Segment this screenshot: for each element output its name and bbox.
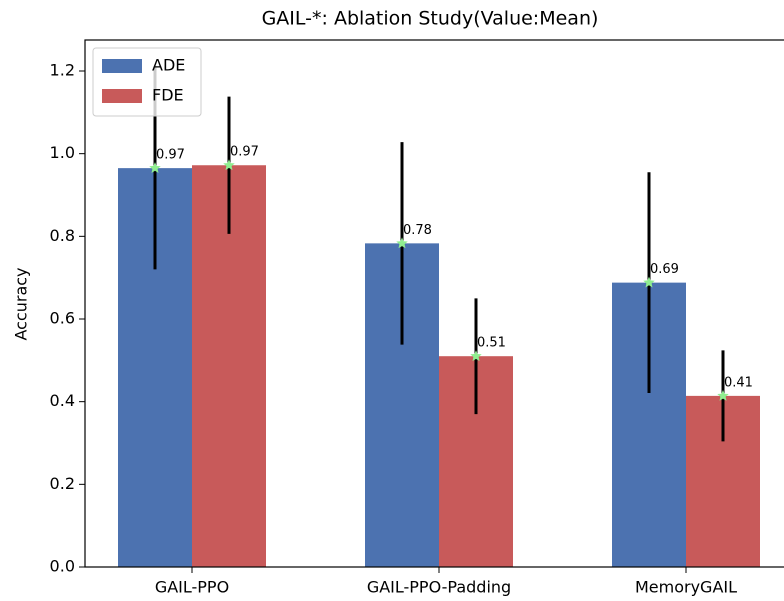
- legend-swatch: [102, 59, 142, 73]
- value-label: 0.69: [650, 262, 679, 277]
- value-marker: [643, 276, 655, 288]
- x-tick-label: GAIL-PPO-Padding: [367, 578, 511, 597]
- y-tick-label: 0.2: [50, 474, 75, 493]
- value-label: 0.97: [230, 145, 259, 160]
- chart-title: GAIL-*: Ablation Study(Value:Mean): [262, 8, 599, 30]
- legend-label: FDE: [152, 86, 184, 105]
- value-marker: [396, 237, 408, 249]
- y-tick-label: 0.6: [50, 309, 75, 328]
- value-marker: [470, 350, 482, 362]
- legend-swatch: [102, 89, 142, 103]
- y-tick-label: 0.8: [50, 226, 75, 245]
- value-label: 0.41: [724, 375, 753, 390]
- value-marker: [149, 162, 161, 173]
- y-axis-label: Accuracy: [12, 267, 31, 340]
- y-tick-label: 0.4: [50, 391, 75, 410]
- x-tick-label: MemoryGAIL: [635, 578, 737, 597]
- y-tick-label: 0.0: [50, 557, 75, 576]
- value-label: 0.78: [403, 223, 432, 238]
- legend-label: ADE: [152, 56, 185, 75]
- y-tick-label: 1.2: [50, 61, 75, 80]
- x-tick-label: GAIL-PPO: [155, 578, 229, 597]
- value-label: 0.51: [477, 336, 506, 351]
- value-marker: [717, 389, 729, 401]
- value-marker: [223, 159, 235, 171]
- y-tick-label: 1.0: [50, 143, 75, 162]
- plot-frame: [84, 39, 784, 568]
- value-label: 0.97: [156, 148, 185, 163]
